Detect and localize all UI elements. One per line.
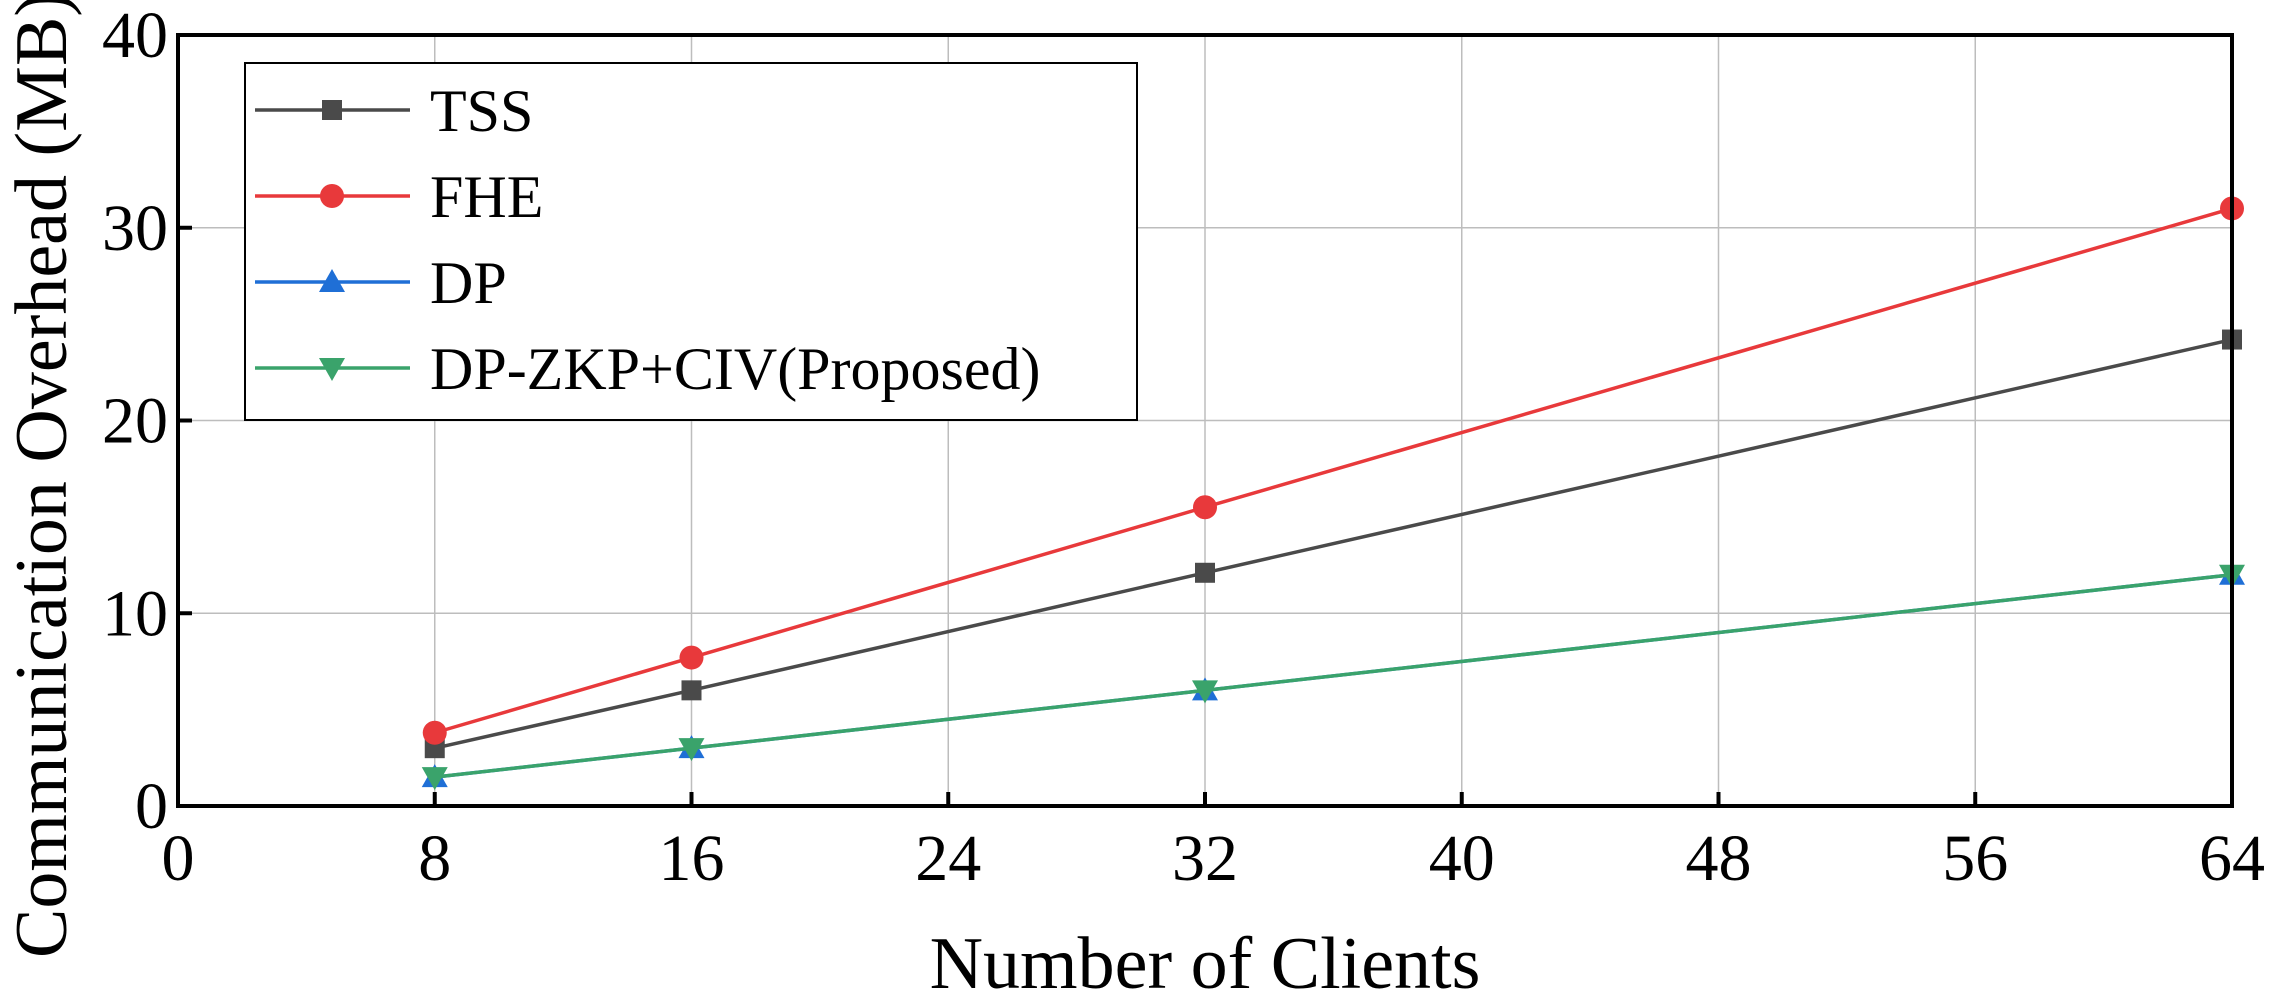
y-tick-label: 0 [135,770,168,843]
x-tick-label: 16 [659,822,725,895]
data-point-fhe [679,645,704,670]
series-line-dp-zkp-civ-proposed [434,572,2233,779]
series-dp-zkp-civ-proposed [421,564,2245,791]
legend-marker-icon [319,269,345,292]
x-axis-title: Number of Clients [930,923,1481,996]
x-tick-label: 24 [915,822,981,895]
legend-item-dp: DP [255,250,507,316]
data-point-dp-zkp-civ-proposed [421,767,448,791]
legend: TSS FHE DP DP-ZKP+CIV(Proposed) [244,62,1138,421]
legend-label: DP-ZKP+CIV(Proposed) [430,336,1041,402]
x-tick-label: 0 [162,822,195,895]
x-tick-label: 56 [1942,822,2008,895]
series-line-fhe [434,206,2233,735]
x-tick-label: 32 [1172,822,1238,895]
data-point-tss [1195,562,1215,583]
legend-label: DP [430,250,507,316]
legend-box [244,62,1138,421]
legend-item-fhe: FHE [255,164,543,230]
series-line-tss [434,337,2233,750]
y-tick-label: 40 [102,0,168,72]
ticks: 0 8 16 24 32 40 48 56 64 0 10 20 30 40 [102,0,2265,895]
data-point-fhe [422,720,447,745]
x-tick-label: 40 [1429,822,1495,895]
y-axis-title: Communication Overhead (MB) [1,0,83,958]
legend-item-dp-zkp-civ-proposed: DP-ZKP+CIV(Proposed) [255,336,1041,402]
legend-item-tss: TSS [255,78,533,144]
legend-marker-icon [322,100,342,120]
legend-label: TSS [430,78,533,144]
series-layer [421,196,2245,791]
legend-marker-icon [319,358,345,381]
y-tick-label: 20 [102,385,168,458]
data-point-fhe [1193,495,1217,520]
y-tick-label: 10 [102,577,168,650]
x-tick-label: 64 [2199,822,2265,895]
x-tick-label: 48 [1686,822,1752,895]
data-point-tss [681,680,702,701]
series-tss [424,329,2242,759]
data-point-dp-zkp-civ-proposed [678,738,705,762]
legend-marker-icon [320,184,344,208]
series-fhe [422,196,2244,745]
x-tick-label: 8 [418,822,451,895]
data-point-dp-zkp-civ-proposed [1192,680,1218,704]
y-tick-label: 30 [102,192,168,265]
legend-label: FHE [430,164,543,230]
